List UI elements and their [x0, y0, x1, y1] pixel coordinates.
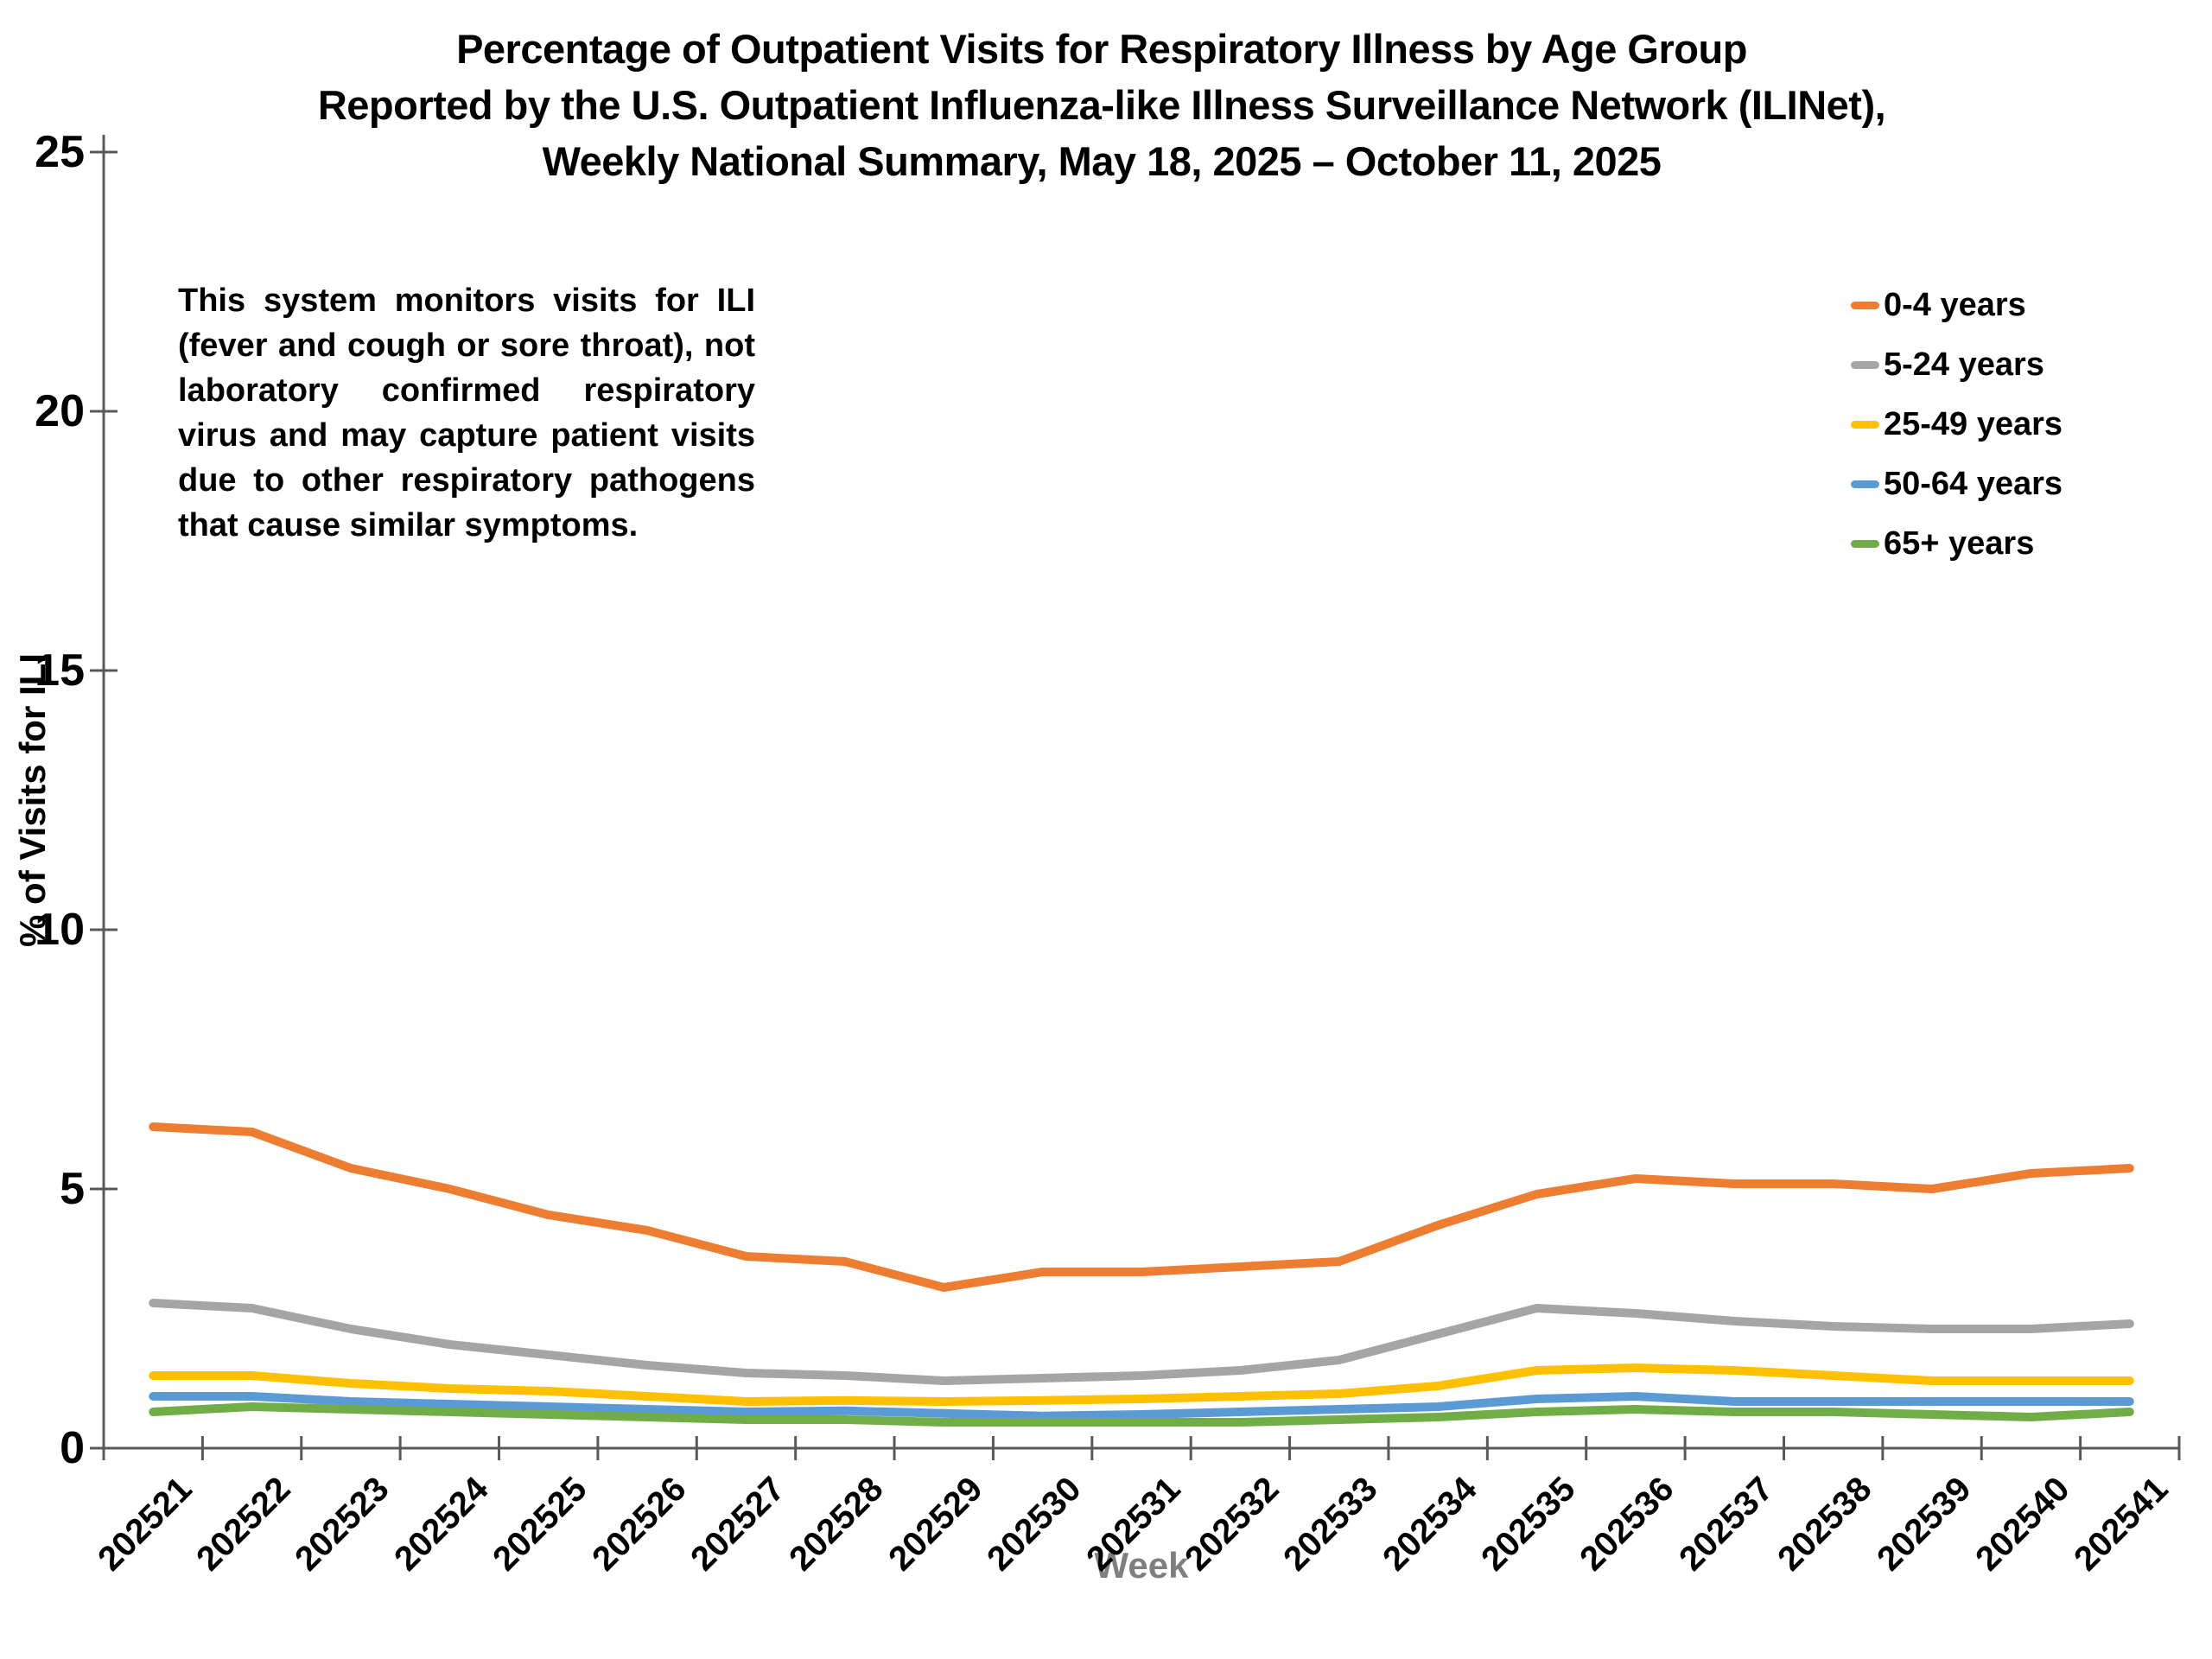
legend-swatch-icon: [1851, 480, 1879, 488]
y-tick-label: 0: [60, 1423, 85, 1473]
y-tick-label: 10: [35, 905, 85, 955]
y-tick-label: 20: [35, 386, 85, 436]
legend-swatch-icon: [1851, 539, 1879, 548]
legend-item-65-years: 65+ years: [1851, 525, 2063, 562]
y-tick-label: 25: [35, 127, 85, 177]
chart-title: Percentage of Outpatient Visits for Resp…: [0, 21, 2203, 189]
legend-swatch-icon: [1851, 420, 1879, 429]
y-tick-label: 15: [35, 645, 85, 696]
x-axis-title: Week: [1094, 1545, 1189, 1586]
legend-item-0-4-years: 0-4 years: [1851, 287, 2063, 323]
series-line-0-4-years: [149, 1122, 2134, 1292]
legend-label: 65+ years: [1884, 524, 2035, 562]
chart-title-line-3: Weekly National Summary, May 18, 2025 – …: [542, 138, 1662, 184]
ili-definition-note: This system monitors visits for ILI (fev…: [178, 283, 755, 543]
chart-title-line-1: Percentage of Outpatient Visits for Resp…: [456, 26, 1747, 72]
legend-item-5-24-years: 5-24 years: [1851, 346, 2063, 383]
series-line-50-64-years: [149, 1392, 2134, 1421]
series-line-65-years: [149, 1402, 2134, 1427]
legend-swatch-icon: [1851, 301, 1879, 309]
chart-title-line-2: Reported by the U.S. Outpatient Influenz…: [317, 82, 1886, 128]
legend: 0-4 years 5-24 years 25-49 years 50-64 year…: [1851, 287, 2063, 585]
legend-item-25-49-years: 25-49 years: [1851, 406, 2063, 442]
series-line-5-24-years: [149, 1299, 2134, 1385]
legend-label: 5-24 years: [1884, 346, 2044, 383]
series-line-25-49-years: [149, 1363, 2134, 1406]
legend-label: 0-4 years: [1884, 286, 2026, 323]
y-tick-label: 5: [60, 1164, 85, 1214]
legend-swatch-icon: [1851, 360, 1879, 369]
legend-item-50-64-years: 50-64 years: [1851, 466, 2063, 502]
legend-label: 25-49 years: [1884, 405, 2063, 442]
legend-label: 50-64 years: [1884, 465, 2063, 502]
